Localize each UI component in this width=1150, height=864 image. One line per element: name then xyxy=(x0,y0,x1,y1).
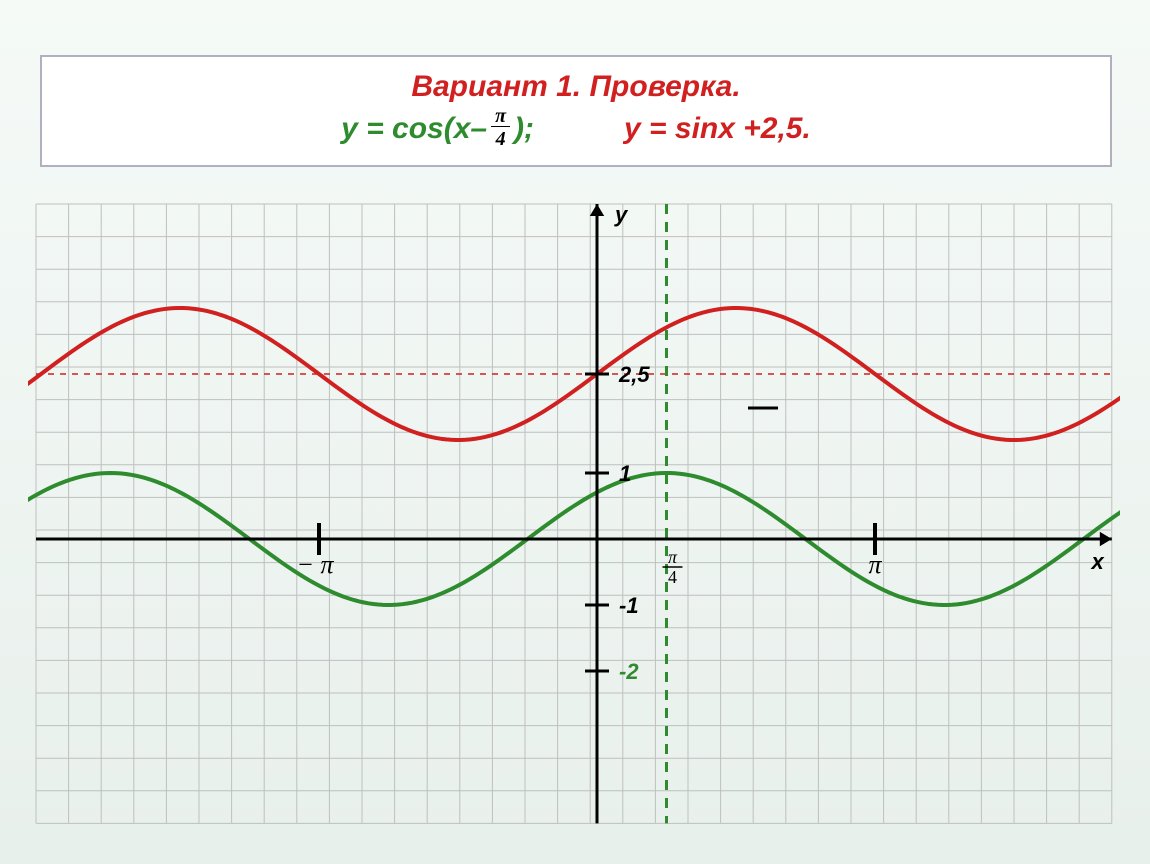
title-line-2: у = cos(x– π 4 ); у = sinx +2,5. xyxy=(42,106,1110,151)
eq1-fraction: π 4 xyxy=(491,106,510,151)
svg-text:π: π xyxy=(668,547,678,567)
svg-text:y: y xyxy=(614,202,629,227)
svg-text:x: x xyxy=(1091,549,1105,574)
svg-text:1: 1 xyxy=(619,461,631,486)
title-heading: Вариант 1. Проверка. xyxy=(411,70,740,103)
chart: xy2,51-1-2− πππ4 xyxy=(28,198,1120,846)
eq1-prefix: у = cos(x– xyxy=(341,109,487,148)
eq1-frac-den: 4 xyxy=(492,127,510,151)
svg-text:-2: -2 xyxy=(619,659,639,684)
title-line-1: Вариант 1. Проверка. xyxy=(42,67,1110,106)
eq1-frac-num: π xyxy=(491,106,510,127)
svg-text:π: π xyxy=(868,550,882,579)
equation-sin: у = sinx +2,5. xyxy=(624,109,811,148)
svg-text:-1: -1 xyxy=(619,593,639,618)
title-box: Вариант 1. Проверка. у = cos(x– π 4 ); у… xyxy=(40,55,1112,167)
svg-text:4: 4 xyxy=(668,567,677,587)
equation-cos: у = cos(x– π 4 ); xyxy=(341,106,534,151)
svg-text:− π: − π xyxy=(296,550,334,579)
svg-text:2,5: 2,5 xyxy=(618,362,650,387)
chart-svg: xy2,51-1-2− πππ4 xyxy=(28,198,1120,846)
eq1-suffix: ); xyxy=(514,109,534,148)
